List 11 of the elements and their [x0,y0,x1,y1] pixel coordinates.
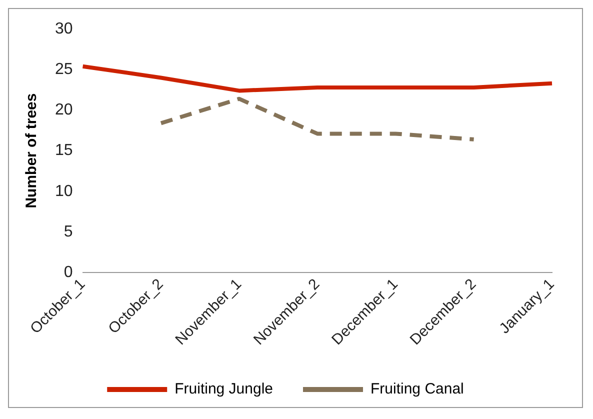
y-tick-label: 0 [64,264,73,281]
line-series [159,96,476,142]
y-tick-label: 10 [55,182,73,200]
y-tick-label: 25 [55,61,73,78]
y-tick-label: 20 [55,102,73,119]
y-tick-label: 15 [55,142,73,160]
y-tick-label: 5 [64,223,73,240]
y-axis-title: Number of trees [23,93,40,208]
legend-label: Fruiting Jungle [174,380,274,398]
legend-label: Fruiting Canal [370,380,464,398]
y-tick-label: 30 [55,20,73,38]
